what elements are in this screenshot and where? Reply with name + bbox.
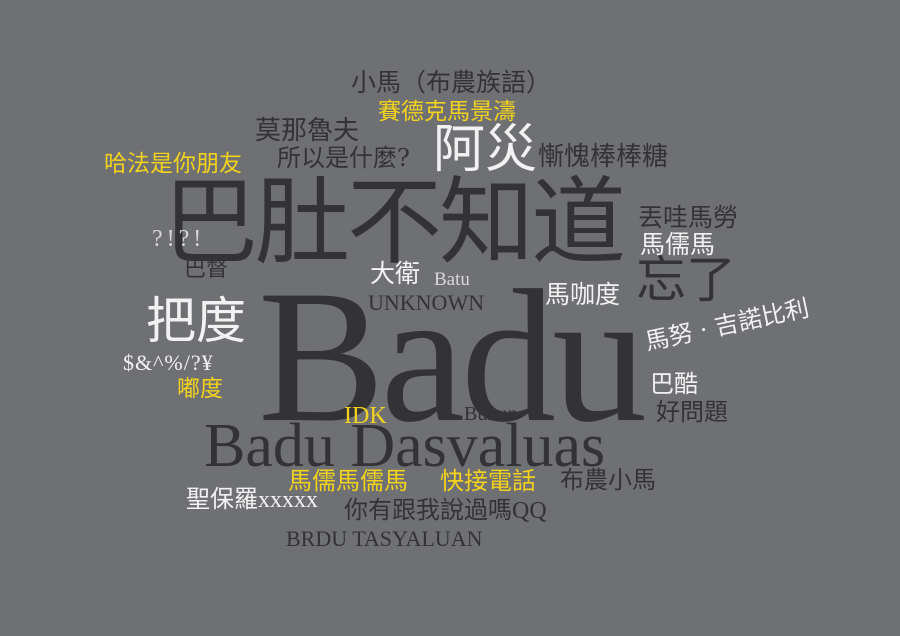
- word-a-zai: 阿災: [433, 120, 538, 180]
- word-bunun: Bunun: [464, 403, 518, 425]
- word-badu-big: Badu: [258, 252, 647, 462]
- word-ba-du-2: 巴督: [184, 257, 229, 282]
- word-ma-ru-ma-ru-ma: 馬儒馬儒馬: [288, 467, 408, 495]
- word-good-question: 好問題: [656, 398, 728, 426]
- word-symbols: $&^%/?¥: [123, 350, 214, 375]
- word-badu-dasvaluas: Badu Dasvaluas: [204, 412, 606, 480]
- word-punct-qe: ?!?!: [152, 226, 206, 252]
- word-diu-wa-ma-lao: 丟哇馬勞: [638, 203, 739, 232]
- word-du-du: 嘟度: [177, 376, 223, 402]
- word-hafa-friend: 哈法是你朋友: [104, 151, 242, 177]
- word-batu: Batu: [434, 269, 470, 290]
- word-brdu-tasyaluan: BRDU TASYALUAN: [286, 526, 483, 551]
- word-forgot: 忘了: [636, 251, 736, 309]
- word-bunun-xiaoma: 布農小馬: [560, 466, 656, 494]
- word-saidek-mating-tao: 賽德克馬景濤: [378, 99, 516, 125]
- word-idk: IDK: [344, 403, 387, 429]
- word-ba-ku: 巴酷: [650, 370, 698, 398]
- word-ba-du-hold: 把度: [146, 292, 246, 350]
- word-ma-ru-ma: 馬儒馬: [640, 230, 716, 259]
- word-ma-ka-du: 馬咖度: [545, 280, 621, 309]
- word-ashamed-lollipop: 慚愧棒棒糖: [538, 142, 669, 172]
- word-answer-phone: 快接電話: [440, 467, 536, 495]
- word-badu-dont-know: 巴肚不知道: [163, 168, 626, 278]
- word-ever-said: 你有跟我說過嗎QQ: [344, 498, 547, 524]
- word-so-what-is-it: 所以是什麼?: [277, 144, 410, 172]
- word-da-wei: 大衛: [370, 259, 421, 288]
- word-saint-paul: 聖保羅xxxxx: [186, 487, 318, 513]
- word-mo-na-lu-fu: 莫那魯夫: [255, 116, 360, 146]
- word-unknown: UNKNOWN: [368, 290, 485, 315]
- word-xiaoma-bunun-lang: 小馬（布農族語）: [351, 68, 552, 97]
